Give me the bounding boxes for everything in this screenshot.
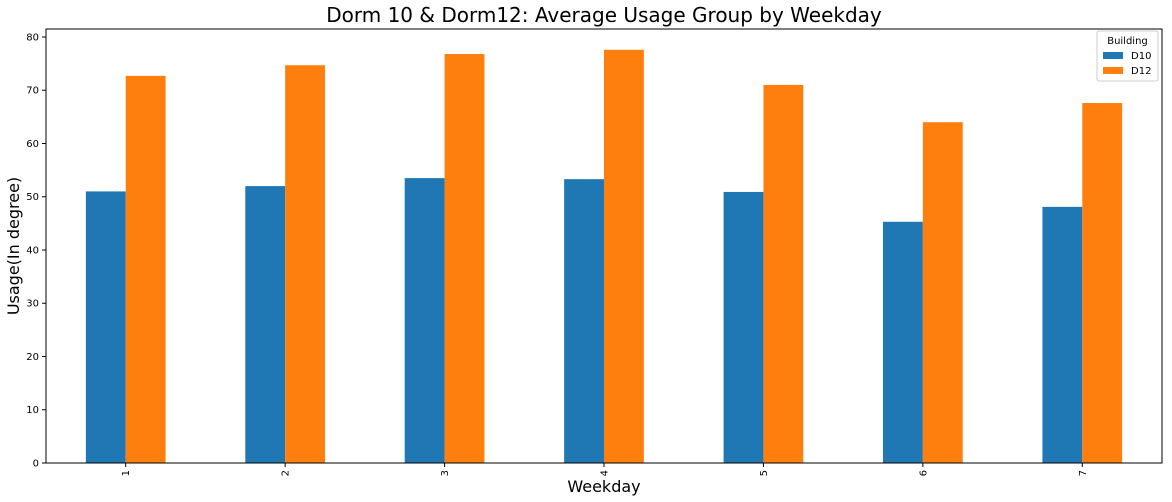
- bar-d12: [444, 54, 485, 463]
- y-tick-label: 50: [26, 192, 39, 203]
- x-tick-label: 5: [759, 470, 770, 476]
- legend: Building D10 D12: [1096, 30, 1159, 82]
- y-tick-label: 40: [26, 245, 39, 256]
- legend-swatch-d12: [1103, 67, 1123, 74]
- y-axis-label: Usage(In degree): [4, 177, 23, 315]
- bar-d12: [763, 84, 804, 463]
- bar-d12: [604, 49, 644, 463]
- plot-frame: [45, 28, 1163, 464]
- x-axis: 1 2 3 4 5 6 7: [121, 463, 1089, 476]
- y-tick-label: 80: [26, 32, 39, 43]
- bar-d12: [922, 122, 963, 463]
- legend-label-d10: D10: [1131, 51, 1151, 62]
- x-tick-label: 2: [281, 470, 292, 476]
- y-tick-label: 10: [26, 405, 39, 416]
- bar-group: [85, 49, 1123, 464]
- bar-d10: [85, 191, 126, 463]
- x-tick-label: 1: [121, 470, 132, 476]
- chart-title: Dorm 10 & Dorm12: Average Usage Group by…: [326, 3, 882, 27]
- bar-d12: [1082, 103, 1123, 464]
- bar-d10: [1042, 206, 1083, 464]
- y-tick-label: 20: [26, 352, 39, 363]
- x-tick-label: 3: [440, 470, 451, 476]
- legend-label-d12: D12: [1131, 66, 1151, 77]
- bar-d10: [404, 178, 445, 463]
- x-tick-label: 7: [1078, 470, 1089, 476]
- legend-title: Building: [1107, 36, 1148, 47]
- bar-d12: [285, 65, 325, 463]
- y-tick-label: 60: [26, 139, 39, 150]
- y-tick-label: 70: [26, 86, 39, 97]
- y-axis: 0 10 20 30 40 50 60 70 80: [26, 32, 46, 470]
- bar-d10: [564, 179, 604, 464]
- bar-d10: [245, 186, 286, 463]
- x-tick-label: 4: [600, 470, 611, 476]
- bar-d10: [723, 191, 764, 463]
- bar-d12: [125, 75, 166, 463]
- y-tick-label: 30: [26, 299, 39, 310]
- y-tick-label: 0: [33, 459, 39, 470]
- legend-swatch-d10: [1103, 52, 1123, 59]
- bar-d10: [883, 221, 923, 463]
- x-axis-label: Weekday: [567, 477, 640, 496]
- x-tick-label: 6: [918, 470, 929, 476]
